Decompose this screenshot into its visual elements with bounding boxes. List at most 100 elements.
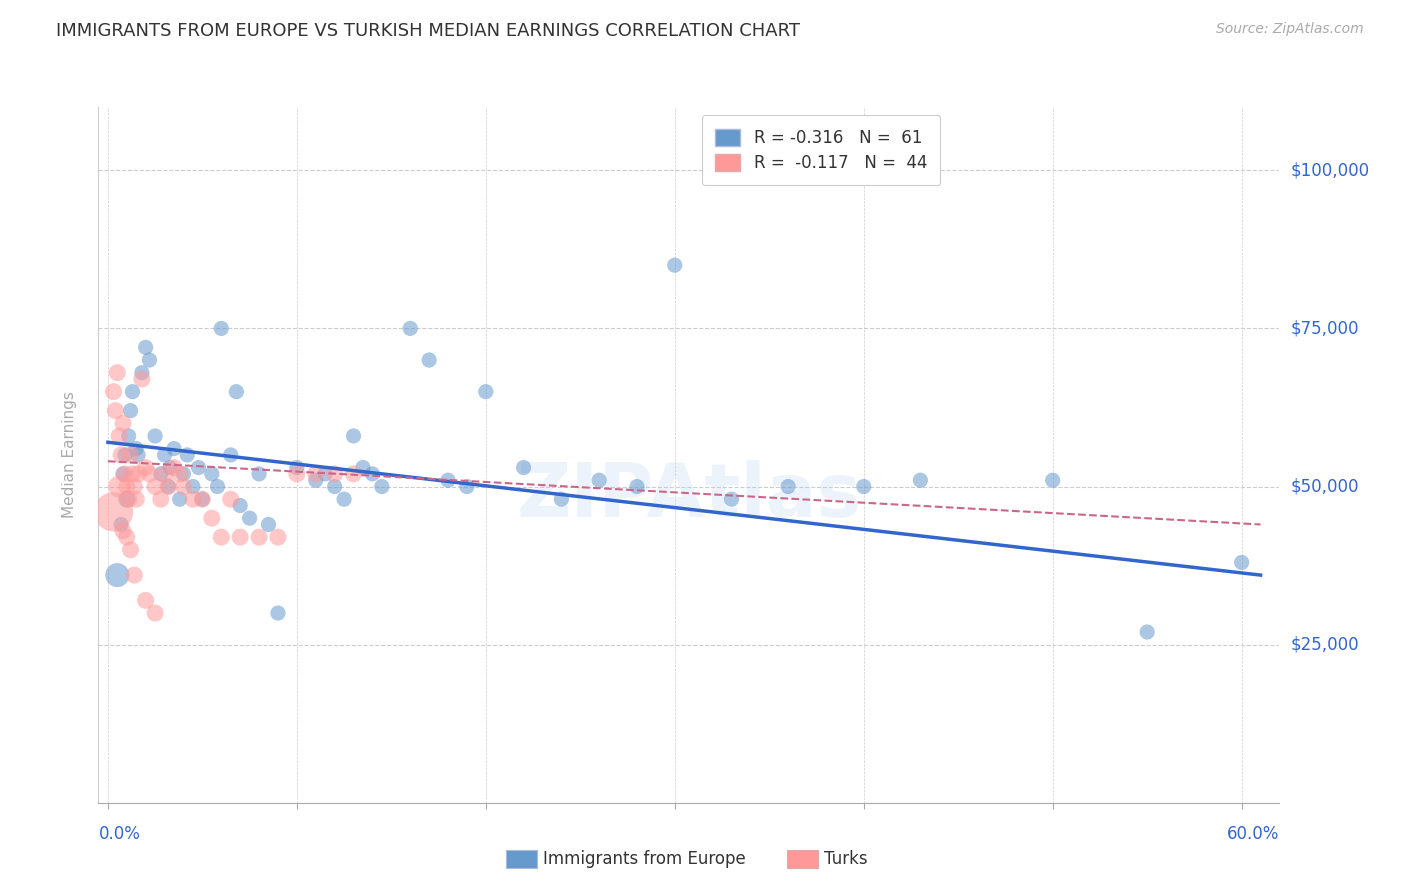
Point <box>247 530 270 544</box>
Point <box>201 511 224 525</box>
Text: IMMIGRANTS FROM EUROPE VS TURKISH MEDIAN EARNINGS CORRELATION CHART: IMMIGRANTS FROM EUROPE VS TURKISH MEDIAN… <box>56 22 800 40</box>
Point <box>664 258 686 272</box>
Point <box>305 467 328 481</box>
Point <box>131 366 153 380</box>
Point <box>361 467 384 481</box>
Point <box>437 473 460 487</box>
Point <box>209 321 232 335</box>
Point <box>229 499 252 513</box>
Text: Source: ZipAtlas.com: Source: ZipAtlas.com <box>1216 22 1364 37</box>
Point <box>225 384 247 399</box>
Point <box>257 517 280 532</box>
Point <box>207 479 229 493</box>
Point <box>456 479 478 493</box>
Point <box>114 448 136 462</box>
Point <box>910 473 932 487</box>
Point <box>124 479 146 493</box>
Text: ZIPAtlas: ZIPAtlas <box>516 460 862 533</box>
Point <box>512 460 534 475</box>
Point <box>399 321 422 335</box>
Point <box>125 492 148 507</box>
Point <box>191 492 214 507</box>
Text: $100,000: $100,000 <box>1291 161 1369 179</box>
Point <box>121 384 143 399</box>
Point <box>314 467 336 481</box>
Point <box>120 448 142 462</box>
Point <box>323 479 346 493</box>
Point <box>219 492 242 507</box>
Point <box>333 492 356 507</box>
Point <box>120 542 142 557</box>
Point <box>371 479 394 493</box>
Point <box>153 448 176 462</box>
Point <box>111 524 134 538</box>
Point <box>720 492 742 507</box>
Point <box>550 492 572 507</box>
Point <box>1230 556 1253 570</box>
Point <box>135 593 157 607</box>
Point <box>105 568 128 582</box>
Point <box>159 460 181 475</box>
Point <box>267 530 290 544</box>
Point <box>135 460 157 475</box>
Point <box>229 530 252 544</box>
Text: Turks: Turks <box>824 850 868 868</box>
Point <box>110 517 132 532</box>
Y-axis label: Median Earnings: Median Earnings <box>62 392 77 518</box>
Text: 0.0%: 0.0% <box>98 825 141 843</box>
Point <box>1042 473 1064 487</box>
Point <box>111 417 134 431</box>
Point <box>131 372 153 386</box>
Point <box>153 467 176 481</box>
Point <box>323 467 346 481</box>
Point <box>127 448 149 462</box>
Point <box>475 384 498 399</box>
Point <box>115 530 138 544</box>
Point <box>342 429 364 443</box>
Text: Immigrants from Europe: Immigrants from Europe <box>543 850 745 868</box>
Point <box>118 429 141 443</box>
Point <box>342 467 364 481</box>
Point <box>169 467 191 481</box>
Point <box>103 384 125 399</box>
Point <box>115 492 138 507</box>
Point <box>181 479 204 493</box>
Point <box>187 460 209 475</box>
Point <box>209 530 232 544</box>
Point <box>121 467 143 481</box>
Point <box>418 353 440 368</box>
Point <box>149 467 172 481</box>
Point <box>118 492 141 507</box>
Point <box>285 460 308 475</box>
Point <box>588 473 610 487</box>
Point <box>138 467 160 481</box>
Point <box>104 403 127 417</box>
Point <box>127 467 149 481</box>
Point <box>172 479 194 493</box>
Point <box>135 340 157 354</box>
Point <box>143 479 166 493</box>
Point <box>239 511 262 525</box>
Text: 60.0%: 60.0% <box>1227 825 1279 843</box>
Point <box>163 460 186 475</box>
Point <box>157 479 180 493</box>
Point <box>108 429 131 443</box>
Point <box>143 429 166 443</box>
Point <box>626 479 648 493</box>
Point <box>267 606 290 620</box>
Point <box>305 473 328 487</box>
Point <box>138 353 160 368</box>
Point <box>114 467 136 481</box>
Point <box>352 460 374 475</box>
Point <box>219 448 242 462</box>
Point <box>120 403 142 417</box>
Point <box>176 448 198 462</box>
Point <box>103 505 125 519</box>
Point <box>124 568 146 582</box>
Point <box>201 467 224 481</box>
Point <box>143 606 166 620</box>
Point <box>247 467 270 481</box>
Point <box>108 479 131 493</box>
Point <box>285 467 308 481</box>
Point <box>105 366 128 380</box>
